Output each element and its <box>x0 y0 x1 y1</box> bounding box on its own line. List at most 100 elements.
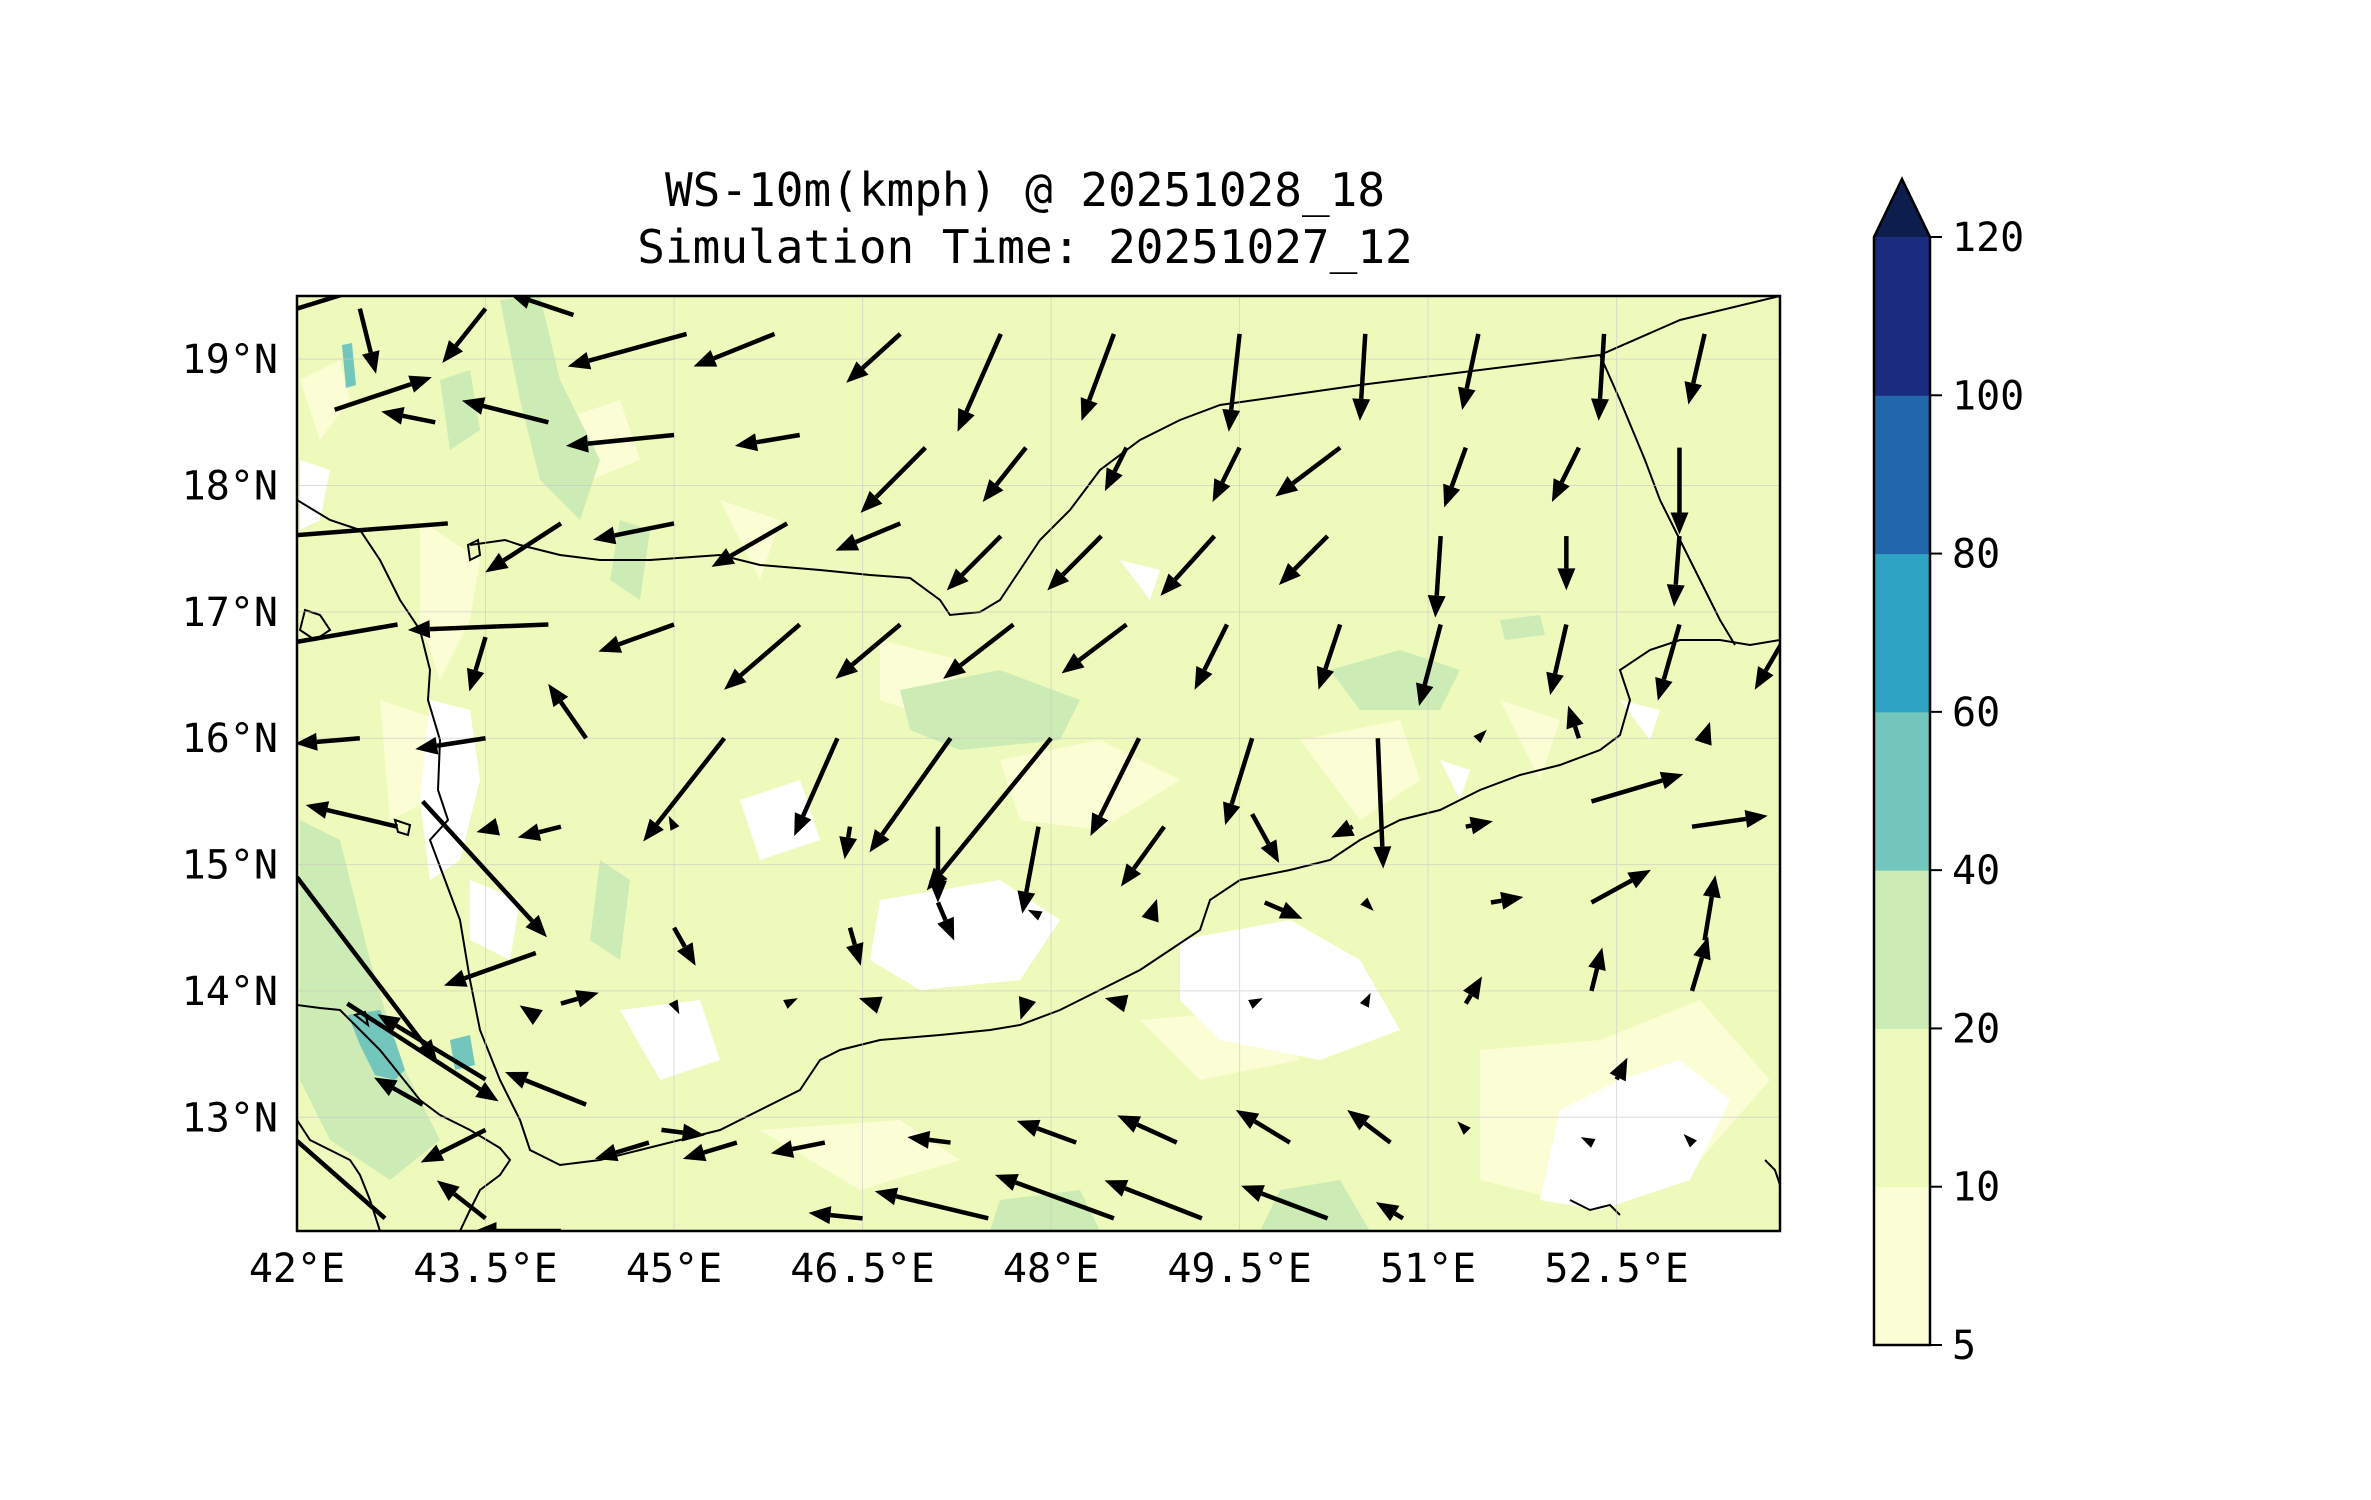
wind-arrow <box>846 927 864 966</box>
wind-arrow <box>839 826 858 860</box>
wind-arrow <box>682 1140 738 1162</box>
wind-arrow <box>1805 872 1843 915</box>
wind-arrow <box>668 815 680 831</box>
wind-arrow <box>1580 1137 1596 1148</box>
wind-arrow <box>1027 909 1043 921</box>
wind-arrow <box>1275 445 1342 497</box>
wind-arrow <box>1222 333 1242 432</box>
colorbar-tick-label: 120 <box>1952 215 2024 261</box>
wind-arrow <box>1779 512 1780 514</box>
wind-arrow <box>835 622 902 679</box>
wind-arrow <box>1588 947 1606 992</box>
wind-arrow <box>1609 1057 1628 1082</box>
wind-arrow <box>724 622 802 690</box>
wind-arrow <box>1212 446 1242 502</box>
wind-arrow <box>1141 898 1159 923</box>
wind-arrow <box>1691 810 1768 829</box>
wind-arrow <box>1061 622 1128 674</box>
wind-arrow <box>1241 1185 1329 1221</box>
wind-arrow <box>357 308 380 374</box>
wind-arrow <box>982 446 1028 502</box>
wind-arrow <box>1490 891 1524 910</box>
wind-arrow <box>1792 536 1810 617</box>
wind-vectors <box>297 296 1843 1231</box>
wind-arrow <box>1090 737 1142 837</box>
wind-arrow <box>297 521 448 538</box>
wind-arrow <box>1331 819 1355 838</box>
lon-tick-label: 42°E <box>249 1246 345 1292</box>
wind-arrow <box>1457 1121 1471 1135</box>
wind-arrow <box>1263 900 1303 919</box>
colorbar-tick-label: 20 <box>1952 1006 2000 1052</box>
wind-arrow <box>661 1123 705 1142</box>
wind-arrow <box>1591 333 1609 421</box>
latitude-tick-labels: 19°N 18°N 17°N 16°N 15°N 14°N 13°N <box>182 337 278 1141</box>
colorbar-tick-label: 100 <box>1952 373 2024 419</box>
lon-tick-label: 51°E <box>1380 1246 1476 1292</box>
wind-arrow <box>770 1140 826 1158</box>
wind-arrow <box>1223 737 1255 826</box>
wind-arrow <box>1104 994 1129 1013</box>
wind-arrow <box>1557 536 1576 591</box>
lon-tick-label: 52.5°E <box>1544 1246 1689 1292</box>
wind-arrow <box>1689 936 1711 992</box>
wind-arrow <box>1415 623 1443 707</box>
wind-arrow <box>1120 825 1167 887</box>
map-title-line-2: Simulation Time: 20251027_12 <box>637 220 1413 274</box>
wind-arrow <box>442 307 488 363</box>
wind-arrow <box>1805 993 1832 1010</box>
wind-arrow <box>869 736 953 853</box>
wind-arrow <box>1590 771 1684 804</box>
wind-arrow <box>1465 816 1493 835</box>
wind-arrow <box>1104 446 1129 492</box>
wind-arrow <box>907 1130 951 1149</box>
wind-arrow <box>643 736 727 842</box>
lat-tick-label: 13°N <box>182 1095 278 1141</box>
wind-arrow <box>1194 623 1230 690</box>
colorbar-tick-label: 80 <box>1952 532 2000 578</box>
wind-arrow <box>594 1140 650 1162</box>
wind-arrow <box>1278 534 1330 585</box>
wind-arrow <box>374 1077 424 1107</box>
wind-arrow <box>946 534 1003 591</box>
wind-arrow <box>1463 976 1483 1005</box>
wind-arrow <box>783 998 798 1009</box>
wind-arrow <box>1566 705 1584 739</box>
wind-arrow <box>1684 333 1707 405</box>
map-gridlines <box>297 296 1780 1231</box>
colorbar-frame <box>1872 176 1932 1347</box>
wind-arrow <box>1375 1202 1405 1222</box>
wind-arrow <box>511 296 575 318</box>
map-frame <box>295 294 1782 1233</box>
wind-arrow <box>1018 996 1036 1020</box>
wind-arrow <box>548 683 588 740</box>
wind-arrow <box>1655 623 1682 701</box>
wind-arrow <box>808 1206 863 1225</box>
wind-arrow <box>1473 729 1487 744</box>
wind-arrow <box>858 996 883 1014</box>
wind-arrow <box>1670 447 1689 535</box>
wind-arrow <box>874 1187 989 1221</box>
lat-tick-label: 16°N <box>182 716 278 762</box>
wind-arrow <box>1359 992 1371 1008</box>
wind-arrow <box>1551 446 1581 502</box>
wind-arrow <box>474 1222 561 1231</box>
wind-arrow <box>943 622 1015 679</box>
wind-arrow <box>1250 812 1280 863</box>
wind-arrow <box>297 296 346 311</box>
wind-arrow <box>1047 534 1103 591</box>
wind-arrow <box>565 432 675 453</box>
wind-arrow <box>1799 1126 1821 1148</box>
wind-arrow <box>1235 1109 1292 1145</box>
colorbar-segment <box>1874 395 1930 555</box>
wind-arrow <box>1666 535 1685 607</box>
wind-arrow <box>693 331 776 367</box>
wind-arrow <box>1443 446 1468 508</box>
colorbar-segment <box>1874 1186 1930 1346</box>
map-title-line-1: WS-10m(kmph) @ 20251028_18 <box>664 163 1386 217</box>
wind-arrow <box>711 521 789 567</box>
wind-arrow <box>567 331 688 370</box>
wind-arrow <box>1683 1134 1697 1148</box>
colorbar-segment <box>1874 1028 1930 1188</box>
